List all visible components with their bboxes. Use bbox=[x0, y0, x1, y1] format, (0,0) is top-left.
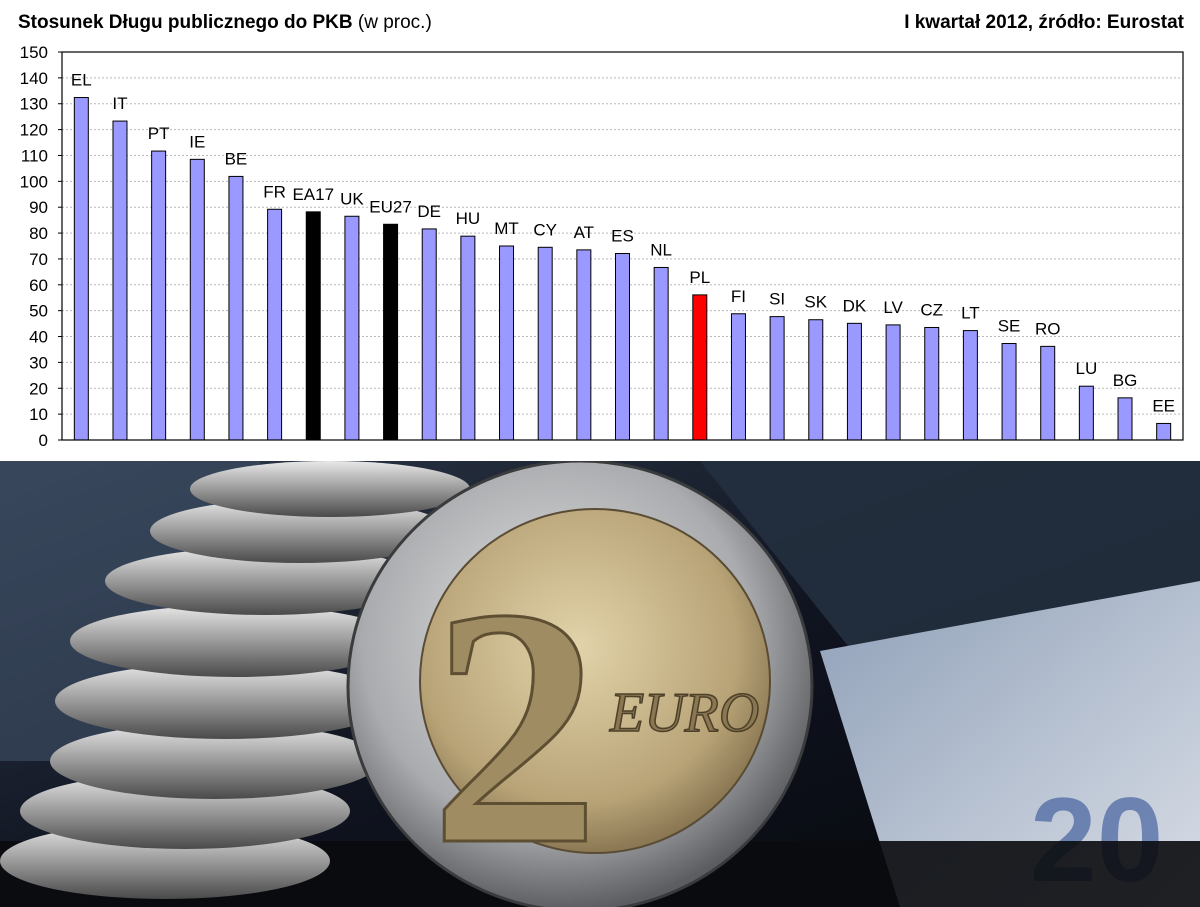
bar-category-label: HU bbox=[456, 209, 481, 228]
bar bbox=[653, 266, 669, 441]
bar bbox=[615, 253, 630, 441]
stacked-coin bbox=[50, 723, 380, 799]
y-tick-label: 80 bbox=[29, 224, 48, 243]
y-tick-label: 60 bbox=[29, 276, 48, 295]
bar-category-label: LT bbox=[961, 304, 980, 323]
stacked-coin bbox=[70, 605, 400, 677]
bar-category-label: SI bbox=[769, 290, 785, 309]
y-tick-label: 100 bbox=[20, 172, 48, 191]
bar bbox=[267, 208, 283, 441]
bar-category-label: BE bbox=[225, 149, 248, 168]
banknote-right bbox=[820, 581, 1200, 907]
plot-area-frame bbox=[61, 51, 1184, 441]
y-tick-label: 70 bbox=[29, 250, 48, 269]
euro-coins-photo: 20 2 EURO bbox=[0, 461, 1200, 907]
stacked-coin bbox=[55, 663, 395, 739]
bar-category-label: EU27 bbox=[369, 197, 412, 216]
coin-stack bbox=[0, 461, 470, 899]
bar-category-label: CY bbox=[533, 220, 557, 239]
y-tick-label: 0 bbox=[39, 431, 48, 450]
bar bbox=[305, 211, 321, 441]
bar-category-label: BG bbox=[1113, 371, 1138, 390]
bar-category-label: NL bbox=[650, 240, 672, 259]
y-tick-label: 150 bbox=[20, 43, 48, 62]
y-tick-label: 110 bbox=[21, 146, 48, 165]
bar bbox=[924, 326, 940, 441]
bar bbox=[1040, 345, 1056, 441]
bar bbox=[1001, 343, 1017, 441]
bar-category-label: SE bbox=[998, 317, 1021, 336]
bar bbox=[344, 215, 360, 441]
bar bbox=[460, 235, 476, 441]
y-tick-label: 10 bbox=[29, 405, 48, 424]
y-tick-label: 30 bbox=[29, 353, 48, 372]
bar-category-label: LU bbox=[1075, 359, 1097, 378]
bar-chart: 0 10 20 30 40 50 60 70 80 90 100 110 120 130 140 150 EL… bbox=[20, 43, 1184, 450]
bar-category-label: EL bbox=[71, 71, 92, 90]
bar-category-label: SK bbox=[804, 293, 827, 312]
y-tick-label: 90 bbox=[29, 198, 48, 217]
bar-labels: EL IT PT IE BE FR EA17 UK EU27 DE HU MT CY AT ES NL PL FI… bbox=[71, 71, 1175, 416]
bar bbox=[769, 316, 785, 441]
bar-category-label: ES bbox=[611, 227, 634, 246]
y-tick-label: 120 bbox=[20, 121, 48, 140]
y-tick-label: 140 bbox=[20, 69, 48, 88]
chart-title-unit: (w proc.) bbox=[357, 12, 432, 33]
bar bbox=[846, 322, 862, 441]
bar-category-label: DE bbox=[417, 202, 441, 221]
coins-illustration: 20 2 EURO bbox=[0, 461, 1200, 907]
bar bbox=[730, 313, 746, 441]
bar bbox=[1078, 385, 1094, 441]
stacked-coin bbox=[105, 547, 425, 615]
y-tick-label: 50 bbox=[29, 302, 48, 321]
bar bbox=[383, 223, 399, 441]
stacked-coin bbox=[190, 461, 470, 517]
bar-category-label: DK bbox=[843, 296, 867, 315]
bar-category-label: AT bbox=[574, 223, 594, 242]
bar-category-label: RO bbox=[1035, 319, 1061, 338]
bar bbox=[885, 324, 901, 441]
chart-title-main: Stosunek Długu publicznego do PKB bbox=[18, 12, 353, 33]
bar-category-label: MT bbox=[494, 219, 519, 238]
bar bbox=[421, 228, 437, 441]
bar-category-label: PL bbox=[689, 268, 710, 287]
chart-header: Stosunek Długu publicznego do PKB (w pro… bbox=[0, 0, 1200, 42]
bar bbox=[808, 319, 824, 441]
chart-title: Stosunek Długu publicznego do PKB (w pro… bbox=[18, 12, 432, 34]
bar bbox=[189, 158, 205, 441]
y-tick-label: 40 bbox=[29, 328, 48, 347]
bar bbox=[962, 330, 978, 441]
y-tick-label: 130 bbox=[20, 95, 48, 114]
y-axis: 0 10 20 30 40 50 60 70 80 90 100 110 120 130 140 150 bbox=[20, 43, 62, 450]
bar-category-label: FI bbox=[731, 287, 746, 306]
bar bbox=[499, 245, 515, 441]
bar bbox=[1117, 397, 1133, 441]
bar bbox=[537, 246, 553, 441]
bar-category-label: EE bbox=[1152, 396, 1175, 415]
two-euro-coin: 2 EURO bbox=[346, 461, 814, 907]
bar-category-label: FR bbox=[263, 182, 286, 201]
bar bbox=[112, 120, 128, 441]
y-tick-label: 20 bbox=[29, 379, 48, 398]
bar bbox=[692, 294, 708, 441]
bar-category-label: IT bbox=[112, 94, 127, 113]
bar bbox=[151, 150, 167, 441]
chart-source: I kwartał 2012, źródło: Eurostat bbox=[904, 12, 1184, 33]
bar bbox=[73, 97, 89, 441]
coin-center bbox=[419, 508, 771, 854]
chart-bars bbox=[73, 97, 1172, 441]
bar bbox=[576, 249, 592, 441]
bar-category-label: EA17 bbox=[292, 185, 334, 204]
bar bbox=[1156, 422, 1172, 441]
bar-category-label: UK bbox=[340, 189, 364, 208]
bar bbox=[228, 175, 244, 441]
bar-category-label: LV bbox=[883, 298, 903, 317]
coin-numeral: 2 bbox=[430, 538, 600, 907]
bar-category-label: PT bbox=[148, 124, 170, 143]
coin-euro-text: EURO bbox=[609, 682, 759, 744]
bar-category-label: CZ bbox=[920, 300, 943, 319]
bar-category-label: IE bbox=[189, 132, 205, 151]
